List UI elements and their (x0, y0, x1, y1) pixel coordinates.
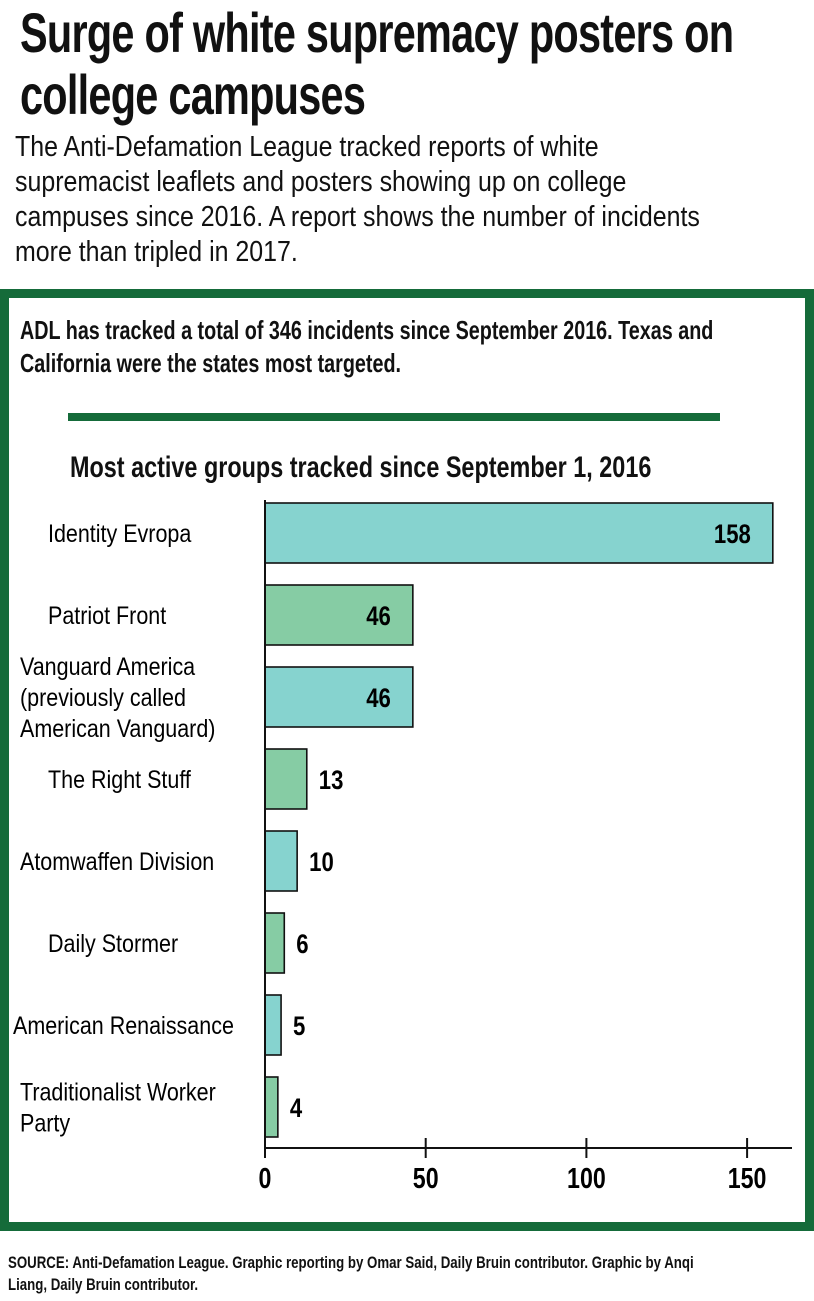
page-title: Surge of white supremacy posters on coll… (20, 2, 814, 126)
title-line-2: college campuses (20, 63, 366, 126)
lead-line: ADL has tracked a total of 346 incidents… (20, 315, 714, 345)
data-label: 10 (309, 848, 334, 878)
subtitle: The Anti-Defamation League tracked repor… (15, 130, 814, 270)
source-line: Liang, Daily Bruin contributor. (8, 1275, 199, 1294)
category-label: American Renaissance (13, 1011, 234, 1039)
source-credit: SOURCE: Anti-Defamation League. Graphic … (8, 1252, 808, 1296)
bar (264, 748, 308, 810)
data-label: 5 (293, 1012, 306, 1042)
chart-title: Most active groups tracked since Septemb… (70, 451, 814, 485)
lead-text: ADL has tracked a total of 346 incidents… (20, 314, 810, 380)
data-label: 46 (366, 602, 391, 632)
bar (264, 994, 282, 1056)
category-label: Party (20, 1109, 70, 1137)
chart-title-text: Most active groups tracked since Septemb… (70, 451, 652, 484)
subtitle-line: The Anti-Defamation League tracked repor… (15, 131, 599, 163)
category-label: Patriot Front (48, 601, 167, 629)
bar (264, 1076, 279, 1138)
subtitle-line: more than tripled in 2017. (15, 236, 298, 268)
bar (264, 666, 414, 728)
subtitle-line: campuses since 2016. A report shows the … (15, 201, 700, 233)
divider-rule (68, 413, 720, 421)
chart-frame (0, 289, 814, 1231)
subtitle-line: supremacist leaflets and posters showing… (15, 166, 627, 198)
bar (264, 584, 414, 646)
category-label: Identity Evropa (48, 519, 191, 547)
category-label: Daily Stormer (48, 929, 178, 957)
x-tick-label: 100 (567, 1161, 606, 1194)
x-tick-label: 50 (413, 1161, 439, 1194)
category-label: The Right Stuff (48, 765, 191, 793)
lead-line: California were the states most targeted… (20, 348, 402, 378)
category-label: (previously called (20, 683, 186, 711)
category-label: Atomwaffen Division (20, 847, 214, 875)
category-label: American Vanguard) (20, 714, 215, 742)
bar (264, 912, 286, 974)
data-label: 158 (714, 520, 751, 550)
data-label: 46 (366, 684, 391, 714)
title-line-1: Surge of white supremacy posters on (20, 1, 734, 64)
data-label: 6 (296, 930, 308, 960)
bar (264, 502, 774, 564)
data-label: 4 (290, 1094, 303, 1124)
category-label: Traditionalist Worker (20, 1078, 216, 1106)
data-label: 13 (319, 766, 344, 796)
x-tick-label: 150 (728, 1161, 767, 1194)
x-tick-label: 0 (259, 1161, 272, 1194)
bar (264, 830, 298, 892)
source-line: SOURCE: Anti-Defamation League. Graphic … (8, 1253, 694, 1272)
category-label: Vanguard America (20, 652, 195, 680)
